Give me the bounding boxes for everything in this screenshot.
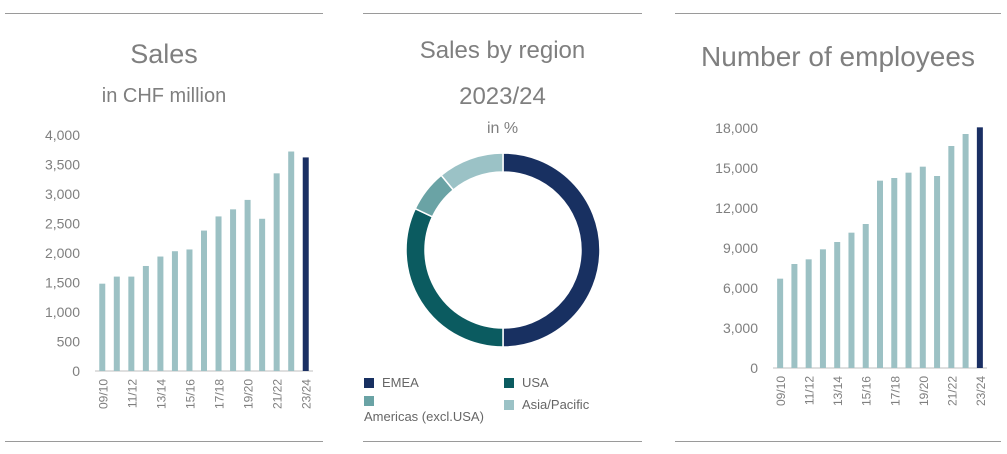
- region-unit: in %: [486, 120, 519, 137]
- sales-bar: [288, 151, 295, 371]
- employees-bar: [948, 146, 955, 368]
- employees-bar: [905, 172, 912, 368]
- sales-bar: [171, 251, 178, 371]
- sales-xtick-label: 13/14: [154, 379, 168, 409]
- employees-bar: [891, 178, 898, 368]
- employees-bar: [848, 232, 855, 368]
- employees-xtick-label: 11/12: [803, 376, 817, 405]
- sales-ytick-label: 0: [72, 363, 80, 379]
- employees-xtick-label: 13/14: [831, 376, 845, 406]
- sales-bar: [142, 265, 149, 371]
- employees-ytick-label: 18,000: [715, 120, 758, 136]
- legend-label-emea: EMEA: [382, 375, 419, 390]
- employees-ytick-label: 12,000: [715, 200, 758, 216]
- employees-xtick-label: 17/18: [888, 376, 902, 406]
- employees-bar: [805, 259, 812, 368]
- employees-ytick-label: 3,000: [723, 320, 758, 336]
- sales-xtick-label: 17/18: [213, 379, 227, 409]
- employees-xtick-label: 19/20: [917, 376, 931, 406]
- sales-xtick-label: 11/12: [125, 379, 139, 408]
- employees-xtick-label: 21/22: [945, 376, 959, 406]
- employees-bar: [976, 127, 983, 368]
- sales-bar: [201, 230, 207, 371]
- sales-bar: [273, 173, 280, 371]
- legend-swatch-emea: [364, 378, 374, 388]
- legend-label-americas: Americas (excl.USA): [364, 409, 484, 424]
- sales-title: Sales: [130, 39, 198, 69]
- sales-bar: [302, 157, 309, 371]
- sales-xtick-label: 09/10: [96, 379, 110, 409]
- employees-xtick-label: 09/10: [774, 376, 788, 406]
- sales-bar: [128, 276, 135, 371]
- sales-xtick-label: 19/20: [242, 379, 256, 409]
- legend-item-americas: Americas (excl.USA): [364, 393, 504, 424]
- employees-bar: [962, 134, 969, 368]
- sales-xtick-label: 21/22: [271, 379, 285, 409]
- employees-bar: [919, 166, 926, 368]
- region-title: Sales by region: [419, 37, 586, 64]
- employees-bar: [877, 180, 883, 368]
- employees-xtick-label: 23/24: [974, 376, 988, 406]
- employees-title: Number of employees: [701, 41, 975, 72]
- sales-ytick-label: 500: [57, 334, 81, 350]
- employees-bar: [834, 242, 841, 368]
- slice-usa: [405, 207, 504, 348]
- bottom-rule-employees: [675, 441, 1001, 442]
- employees-bar: [819, 249, 826, 368]
- sales-bar: [113, 276, 120, 371]
- employees-xtick-label: 15/16: [860, 376, 874, 406]
- legend-label-usa: USA: [522, 375, 549, 390]
- sales-bar: [186, 249, 193, 371]
- employees-ytick-label: 6,000: [723, 280, 758, 296]
- region-subtitle: 2023/24: [459, 83, 546, 110]
- sales-ytick-label: 2,500: [45, 216, 80, 232]
- sales-ytick-label: 1,000: [45, 304, 80, 320]
- top-rule-sales: [5, 13, 323, 14]
- sales-xtick-label: 15/16: [183, 379, 197, 409]
- slice-emea: [502, 152, 601, 348]
- sales-bar: [244, 199, 251, 371]
- legend-label-asia-pacific: Asia/Pacific: [522, 397, 590, 412]
- employees-ytick-label: 15,000: [715, 160, 758, 176]
- legend-item-asia-pacific: Asia/Pacific: [504, 397, 589, 412]
- employees-ytick-label: 9,000: [723, 240, 758, 256]
- sales-subtitle: in CHF million: [101, 85, 227, 107]
- sales-xtick-label: 23/24: [300, 379, 314, 409]
- legend-swatch-americas: [364, 396, 374, 406]
- sales-bar: [215, 216, 222, 371]
- bottom-rule-region: [363, 441, 642, 442]
- top-rule-employees: [675, 13, 1001, 14]
- sales-ytick-label: 2,000: [45, 245, 80, 261]
- slice-asia-pacific: [440, 152, 504, 191]
- employees-bar: [777, 278, 784, 368]
- legend-swatch-asia-pacific: [504, 400, 514, 410]
- sales-ytick-label: 3,000: [45, 186, 80, 202]
- employees-bar: [791, 264, 798, 368]
- sales-bar: [259, 218, 266, 371]
- sales-bar: [230, 209, 237, 371]
- sales-ytick-label: 4,000: [45, 127, 80, 143]
- legend-item-usa: USA: [504, 375, 549, 390]
- employees-bar: [934, 176, 941, 368]
- top-rule-region: [363, 13, 642, 14]
- sales-ytick-label: 3,500: [45, 157, 80, 173]
- employees-bar: [862, 224, 869, 368]
- legend-item-emea: EMEA: [364, 375, 419, 390]
- employees-ytick-label: 0: [750, 360, 758, 376]
- sales-ytick-label: 1,500: [45, 275, 80, 291]
- sales-bar: [99, 283, 106, 371]
- sales-bar: [157, 256, 164, 371]
- bottom-rule-sales: [5, 441, 323, 442]
- legend-swatch-usa: [504, 378, 514, 388]
